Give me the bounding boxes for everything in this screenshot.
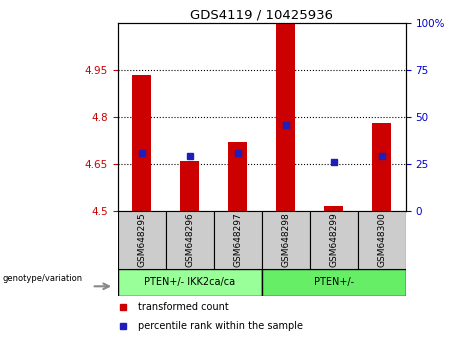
FancyBboxPatch shape xyxy=(310,211,358,269)
Text: PTEN+/-: PTEN+/- xyxy=(313,277,354,287)
FancyBboxPatch shape xyxy=(213,211,262,269)
Title: GDS4119 / 10425936: GDS4119 / 10425936 xyxy=(190,9,333,22)
Bar xyxy=(132,75,151,211)
Text: transformed count: transformed count xyxy=(138,302,229,312)
FancyBboxPatch shape xyxy=(118,211,165,269)
Text: GSM648299: GSM648299 xyxy=(329,212,338,267)
Text: GSM648296: GSM648296 xyxy=(185,212,194,267)
FancyBboxPatch shape xyxy=(262,211,310,269)
FancyBboxPatch shape xyxy=(165,211,213,269)
Text: GSM648300: GSM648300 xyxy=(377,212,386,267)
Text: GSM648295: GSM648295 xyxy=(137,212,146,267)
Bar xyxy=(372,123,391,211)
Bar xyxy=(276,23,295,211)
Text: GSM648298: GSM648298 xyxy=(281,212,290,267)
FancyBboxPatch shape xyxy=(262,269,406,296)
Text: percentile rank within the sample: percentile rank within the sample xyxy=(138,321,303,331)
Bar xyxy=(180,161,199,211)
FancyBboxPatch shape xyxy=(118,269,262,296)
Text: PTEN+/- IKK2ca/ca: PTEN+/- IKK2ca/ca xyxy=(144,277,235,287)
Text: GSM648297: GSM648297 xyxy=(233,212,242,267)
Text: genotype/variation: genotype/variation xyxy=(2,274,83,283)
Bar xyxy=(324,206,343,211)
Bar xyxy=(228,142,247,211)
FancyBboxPatch shape xyxy=(358,211,406,269)
